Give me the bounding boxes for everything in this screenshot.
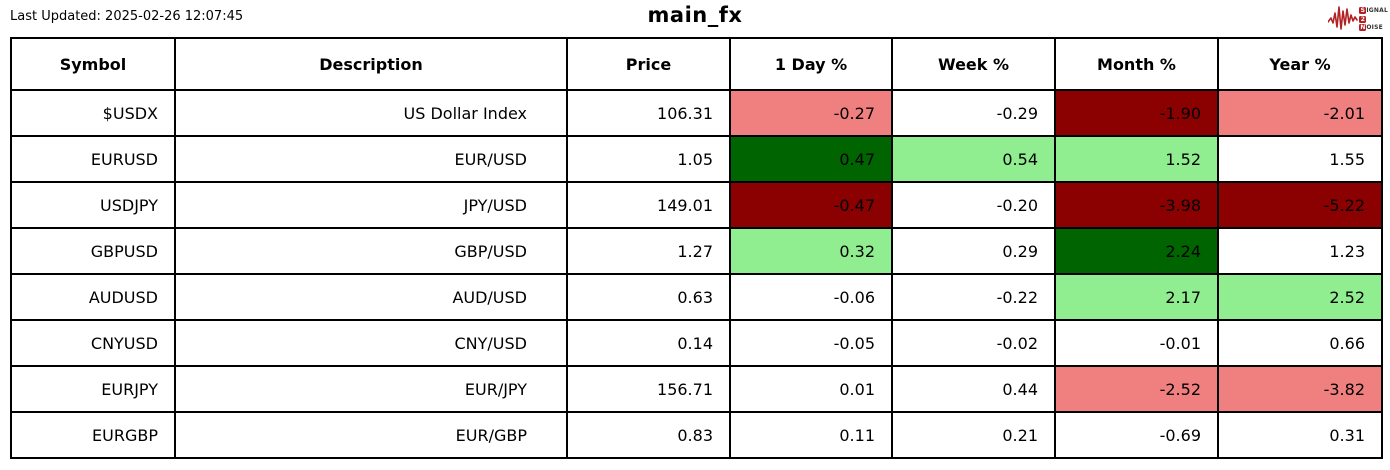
month-change-cell: -0.69 — [1054, 411, 1219, 459]
table-header-row: Symbol Description Price 1 Day % Week % … — [10, 37, 1383, 91]
table-row: USDJPY JPY/USD 149.01 -0.47 -0.20 -3.98 … — [10, 181, 1383, 229]
year-change-cell: -5.22 — [1217, 181, 1383, 229]
logo-badge-n: N — [1359, 24, 1367, 31]
day-change-cell: 0.47 — [729, 135, 893, 183]
symbol-cell: USDJPY — [10, 181, 176, 229]
table-row: CNYUSD CNY/USD 0.14 -0.05 -0.02 -0.01 0.… — [10, 319, 1383, 367]
signal2noise-logo: S IGNAL 2 N OISE — [1327, 1, 1388, 37]
month-change-cell: 2.24 — [1054, 227, 1219, 275]
table-row: EURUSD EUR/USD 1.05 0.47 0.54 1.52 1.55 — [10, 135, 1383, 183]
symbol-cell: EURGBP — [10, 411, 176, 459]
col-header-1day: 1 Day % — [729, 37, 893, 91]
price-cell: 156.71 — [566, 365, 731, 413]
logo-badge-2: 2 — [1359, 15, 1367, 23]
fx-table: Symbol Description Price 1 Day % Week % … — [10, 37, 1383, 459]
table-row: EURJPY EUR/JPY 156.71 0.01 0.44 -2.52 -3… — [10, 365, 1383, 413]
week-change-cell: -0.02 — [891, 319, 1056, 367]
description-cell: CNY/USD — [174, 319, 568, 367]
page-title: main_fx — [647, 3, 743, 27]
col-header-month: Month % — [1054, 37, 1219, 91]
week-change-cell: -0.22 — [891, 273, 1056, 321]
description-cell: GBP/USD — [174, 227, 568, 275]
day-change-cell: -0.05 — [729, 319, 893, 367]
price-cell: 0.14 — [566, 319, 731, 367]
day-change-cell: -0.06 — [729, 273, 893, 321]
description-cell: EUR/JPY — [174, 365, 568, 413]
day-change-cell: 0.11 — [729, 411, 893, 459]
col-header-price: Price — [566, 37, 731, 91]
col-header-description: Description — [174, 37, 568, 91]
symbol-cell: CNYUSD — [10, 319, 176, 367]
month-change-cell: -3.98 — [1054, 181, 1219, 229]
year-change-cell: -2.01 — [1217, 89, 1383, 137]
week-change-cell: -0.29 — [891, 89, 1056, 137]
symbol-cell: EURJPY — [10, 365, 176, 413]
fx-table-container: Symbol Description Price 1 Day % Week % … — [10, 37, 1383, 459]
waveform-icon — [1327, 1, 1359, 37]
price-cell: 149.01 — [566, 181, 731, 229]
year-change-cell: 2.52 — [1217, 273, 1383, 321]
table-row: EURGBP EUR/GBP 0.83 0.11 0.21 -0.69 0.31 — [10, 411, 1383, 459]
last-updated-text: Last Updated: 2025-02-26 12:07:45 — [10, 9, 244, 24]
col-header-symbol: Symbol — [10, 37, 176, 91]
price-cell: 1.05 — [566, 135, 731, 183]
week-change-cell: 0.54 — [891, 135, 1056, 183]
logo-line-noise: N OISE — [1359, 23, 1383, 31]
logo-badge-s: S — [1359, 7, 1367, 14]
price-cell: 0.83 — [566, 411, 731, 459]
day-change-cell: 0.01 — [729, 365, 893, 413]
year-change-cell: 0.66 — [1217, 319, 1383, 367]
day-change-cell: -0.27 — [729, 89, 893, 137]
year-change-cell: 1.55 — [1217, 135, 1383, 183]
col-header-week: Week % — [891, 37, 1056, 91]
symbol-cell: AUDUSD — [10, 273, 176, 321]
day-change-cell: 0.32 — [729, 227, 893, 275]
year-change-cell: -3.82 — [1217, 365, 1383, 413]
month-change-cell: -2.52 — [1054, 365, 1219, 413]
logo-wordmark: S IGNAL 2 N OISE — [1359, 7, 1388, 32]
col-header-year: Year % — [1217, 37, 1383, 91]
table-row: GBPUSD GBP/USD 1.27 0.32 0.29 2.24 1.23 — [10, 227, 1383, 275]
month-change-cell: -1.90 — [1054, 89, 1219, 137]
table-row: $USDX US Dollar Index 106.31 -0.27 -0.29… — [10, 89, 1383, 137]
year-change-cell: 0.31 — [1217, 411, 1383, 459]
symbol-cell: EURUSD — [10, 135, 176, 183]
week-change-cell: 0.21 — [891, 411, 1056, 459]
price-cell: 0.63 — [566, 273, 731, 321]
symbol-cell: $USDX — [10, 89, 176, 137]
description-cell: EUR/GBP — [174, 411, 568, 459]
description-cell: JPY/USD — [174, 181, 568, 229]
description-cell: US Dollar Index — [174, 89, 568, 137]
top-bar: Last Updated: 2025-02-26 12:07:45 main_f… — [0, 0, 1390, 36]
symbol-cell: GBPUSD — [10, 227, 176, 275]
price-cell: 1.27 — [566, 227, 731, 275]
description-cell: AUD/USD — [174, 273, 568, 321]
month-change-cell: 1.52 — [1054, 135, 1219, 183]
month-change-cell: 2.17 — [1054, 273, 1219, 321]
day-change-cell: -0.47 — [729, 181, 893, 229]
week-change-cell: -0.20 — [891, 181, 1056, 229]
week-change-cell: 0.29 — [891, 227, 1056, 275]
table-row: AUDUSD AUD/USD 0.63 -0.06 -0.22 2.17 2.5… — [10, 273, 1383, 321]
week-change-cell: 0.44 — [891, 365, 1056, 413]
price-cell: 106.31 — [566, 89, 731, 137]
logo-line-signal: S IGNAL — [1359, 6, 1388, 14]
description-cell: EUR/USD — [174, 135, 568, 183]
month-change-cell: -0.01 — [1054, 319, 1219, 367]
logo-line-2: 2 — [1359, 15, 1388, 23]
year-change-cell: 1.23 — [1217, 227, 1383, 275]
